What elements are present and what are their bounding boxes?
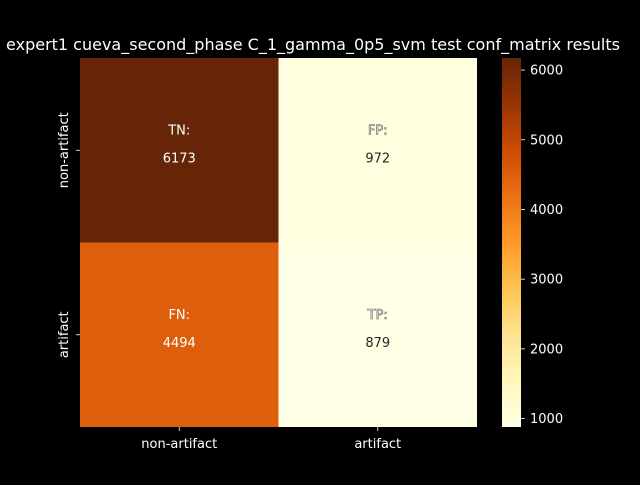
cell-label: FP: — [368, 123, 388, 138]
y-tick-label: non-artifact — [57, 112, 72, 188]
y-axis: non-artifact artifact — [57, 112, 80, 358]
cell-value: 6173 — [163, 151, 196, 166]
y-tick-label: artifact — [57, 311, 72, 358]
colorbar-gradient — [502, 58, 521, 427]
heatmap-cells: TN: 6173 FP: 972 FN: 4494 TP: 879 — [80, 58, 477, 427]
cell-label: FN: — [168, 308, 190, 323]
colorbar-tick-label: 5000 — [530, 133, 563, 148]
colorbar-tick-label: 6000 — [530, 64, 563, 79]
x-tick-label: artifact — [354, 437, 401, 452]
heatmap-cell — [278, 242, 477, 427]
colorbar-tick-label: 1000 — [530, 412, 563, 427]
chart-title: expert1 cueva_second_phase C_1_gamma_0p5… — [6, 35, 620, 55]
colorbar: 1000 2000 3000 4000 5000 6000 — [502, 58, 563, 427]
cell-label: TN: — [167, 123, 190, 138]
colorbar-tick-label: 4000 — [530, 203, 563, 218]
heatmap-cell — [278, 58, 477, 243]
cell-value: 4494 — [163, 336, 196, 351]
cell-value: 972 — [365, 151, 390, 166]
colorbar-tick-label: 2000 — [530, 342, 563, 357]
cell-value: 879 — [365, 336, 390, 351]
x-axis: non-artifact artifact — [141, 427, 401, 452]
x-tick-label: non-artifact — [141, 437, 217, 452]
heatmap-cell — [80, 242, 279, 427]
heatmap-cell — [80, 58, 279, 243]
cell-label: TP: — [367, 308, 388, 323]
colorbar-tick-label: 3000 — [530, 273, 563, 288]
